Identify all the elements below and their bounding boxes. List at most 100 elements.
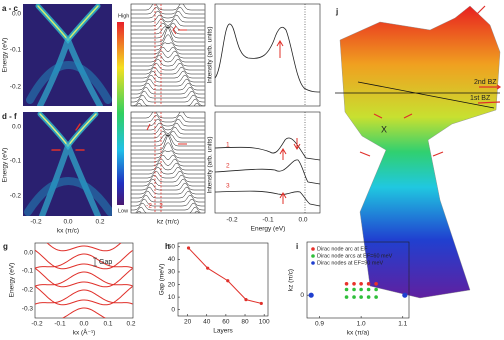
data-point	[374, 295, 378, 299]
arrow	[146, 25, 187, 145]
x-tick-label: -0.2	[226, 217, 238, 224]
panel-frame	[130, 3, 206, 107]
panel-label: a - c	[2, 4, 19, 13]
y-tick-label: -0.1	[10, 47, 22, 54]
edc-curve	[131, 186, 205, 195]
edc-curve	[131, 194, 205, 203]
edc-curve	[131, 112, 205, 119]
edc-curve	[131, 4, 205, 11]
y-tick-label: 0	[171, 306, 175, 313]
edc-curve	[131, 86, 205, 95]
edc-curve	[131, 202, 205, 211]
legend-label: Dirac nodes at EF=90 meV	[317, 260, 384, 266]
edc-curve	[131, 182, 205, 191]
y-tick-label: -0.1	[22, 268, 34, 275]
x-tick-label: -0.1	[262, 217, 274, 224]
bz-boundary	[335, 81, 500, 109]
x-tick-label: 1.1	[398, 321, 407, 328]
annotation: Gap	[99, 259, 112, 266]
curve-label: 3	[226, 183, 230, 190]
y-axis-label: Energy (eV)	[2, 148, 9, 183]
x-tick-label: 80	[241, 319, 249, 326]
annotation: 1st BZ	[470, 95, 491, 102]
edc-curve	[131, 114, 205, 123]
data-point	[186, 246, 191, 250]
panel-label: h	[165, 242, 170, 251]
x-tick-label: 0.2	[95, 219, 104, 226]
edc-curve	[131, 34, 205, 47]
edc-curve	[214, 190, 321, 207]
colorbar-label: High	[118, 13, 129, 19]
band-curve	[35, 249, 133, 270]
data-point	[374, 282, 378, 286]
panel-frame	[34, 242, 134, 319]
edc-curve	[131, 26, 205, 35]
arrow	[276, 40, 284, 58]
x-tick-label: -0.2	[30, 219, 42, 226]
data-point	[308, 292, 314, 298]
edc-curve	[131, 18, 205, 27]
y-tick-label: 0.0	[24, 250, 33, 257]
panel-label: g	[3, 242, 8, 251]
x-tick-label: 100	[259, 319, 270, 326]
edc-curve	[131, 98, 205, 106]
data-point	[402, 292, 408, 298]
y-axis-label: kz (π/c)	[288, 269, 295, 291]
edc-curve	[131, 10, 205, 19]
edc-curve	[131, 134, 205, 143]
edc-curve	[131, 26, 205, 39]
edc-curve	[131, 14, 205, 23]
annotation: -2	[146, 203, 152, 210]
data-line	[188, 247, 262, 304]
y-tick-label: -0.1	[10, 158, 22, 165]
edc-curve	[214, 137, 321, 161]
edc-curve	[131, 142, 205, 155]
y-tick-label: 0	[300, 292, 304, 299]
x-tick-label: 40	[203, 319, 211, 326]
edc-curve	[131, 166, 205, 175]
colorbar	[117, 22, 124, 205]
edc-curve	[131, 62, 205, 71]
y-tick-label: 50	[168, 243, 176, 250]
y-tick-label: 0.0	[12, 124, 21, 131]
y-axis-label: Intensity (arb. units)	[207, 136, 214, 193]
colorbar-label: Low	[118, 208, 128, 214]
data-point	[259, 301, 263, 306]
band-curve	[61, 307, 107, 318]
panel-frame	[214, 3, 321, 107]
band-curve	[35, 253, 133, 269]
edc-curve	[131, 174, 205, 183]
x-tick-label: 0.0	[79, 321, 88, 328]
x-tick-label: 0.2	[126, 321, 135, 328]
decoration	[23, 3, 502, 319]
curve-label: 1	[226, 142, 230, 149]
y-tick-label: -0.2	[10, 193, 22, 200]
data-point	[344, 282, 349, 286]
plot-frame	[306, 241, 410, 319]
annotation: 2	[159, 203, 163, 210]
panel-label: j	[335, 7, 338, 16]
plot-frame	[177, 242, 269, 317]
data-point	[366, 282, 371, 286]
edc-curve	[131, 162, 205, 171]
cut-line	[154, 112, 162, 213]
data-point	[359, 282, 363, 286]
y-axis-label: Gap (meV)	[159, 264, 166, 296]
x-axis-label: kx (Å⁻¹)	[73, 328, 96, 337]
y-tick-label: 10	[168, 294, 176, 301]
y-axis-label: Energy (eV)	[9, 263, 16, 298]
x-tick-label: 20	[184, 319, 192, 326]
data-point	[344, 295, 349, 299]
arrow	[359, 5, 502, 157]
edc-curve	[131, 74, 205, 83]
edc-curve	[131, 50, 205, 59]
legend-marker	[311, 261, 315, 265]
y-tick-label: 0.0	[12, 11, 21, 18]
band-curve	[35, 271, 133, 287]
data-point	[226, 279, 230, 283]
edc-curve	[131, 154, 205, 163]
x-tick-label: -0.1	[54, 321, 66, 328]
data-point	[244, 298, 248, 302]
arpes-bands	[24, 112, 112, 216]
data-point	[374, 287, 378, 292]
